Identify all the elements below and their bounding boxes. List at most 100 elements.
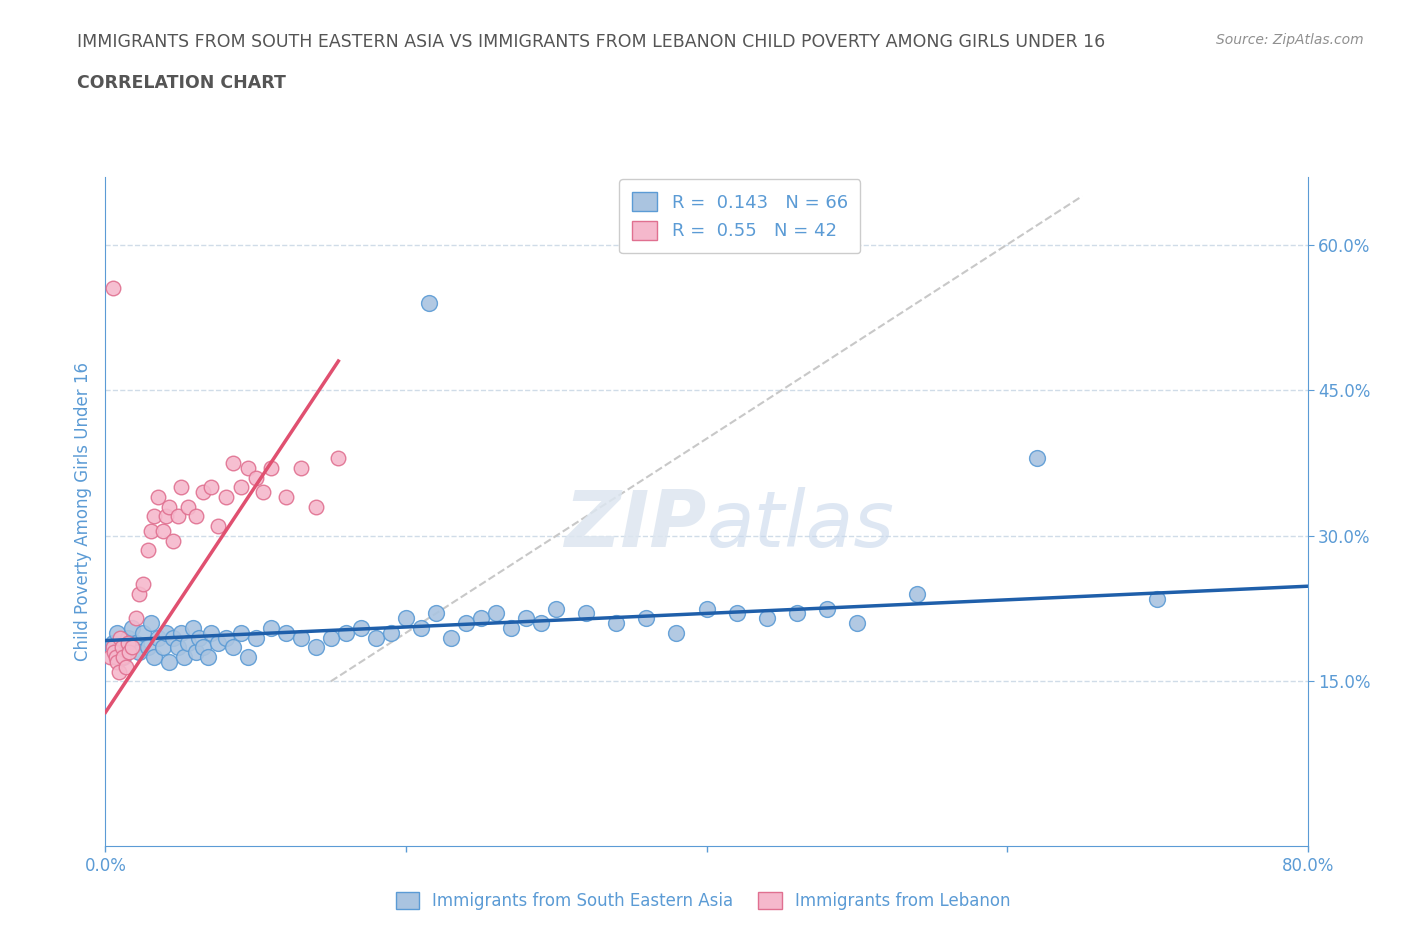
- Point: [181, 620, 204, 635]
- Point: [530, 616, 553, 631]
- Point: [440, 631, 463, 645]
- Point: [328, 451, 350, 466]
- Point: [136, 640, 159, 655]
- Point: [124, 611, 146, 626]
- Point: [1026, 451, 1049, 466]
- Point: [191, 640, 214, 655]
- Point: [152, 524, 174, 538]
- Point: [290, 631, 312, 645]
- Point: [319, 631, 342, 645]
- Point: [207, 635, 229, 650]
- Point: [132, 577, 155, 591]
- Point: [184, 509, 207, 524]
- Point: [409, 620, 432, 635]
- Legend: Immigrants from South Eastern Asia, Immigrants from Lebanon: Immigrants from South Eastern Asia, Immi…: [389, 885, 1017, 917]
- Point: [152, 640, 174, 655]
- Point: [101, 281, 124, 296]
- Point: [245, 470, 267, 485]
- Point: [238, 460, 260, 475]
- Point: [335, 625, 357, 640]
- Point: [222, 456, 245, 471]
- Point: [184, 644, 207, 659]
- Point: [146, 489, 169, 504]
- Point: [128, 644, 150, 659]
- Point: [454, 616, 477, 631]
- Point: [101, 635, 124, 650]
- Point: [395, 611, 418, 626]
- Point: [425, 606, 447, 621]
- Point: [124, 635, 146, 650]
- Point: [546, 601, 568, 616]
- Point: [111, 640, 134, 655]
- Point: [104, 650, 127, 665]
- Point: [98, 650, 121, 665]
- Point: [197, 650, 219, 665]
- Point: [274, 489, 297, 504]
- Point: [229, 625, 252, 640]
- Text: Source: ZipAtlas.com: Source: ZipAtlas.com: [1216, 33, 1364, 46]
- Point: [110, 640, 132, 655]
- Point: [118, 644, 141, 659]
- Point: [260, 620, 283, 635]
- Point: [305, 640, 328, 655]
- Point: [815, 601, 838, 616]
- Point: [177, 499, 200, 514]
- Point: [229, 480, 252, 495]
- Point: [214, 489, 236, 504]
- Point: [755, 611, 778, 626]
- Point: [905, 587, 928, 602]
- Point: [222, 640, 245, 655]
- Text: IMMIGRANTS FROM SOUTH EASTERN ASIA VS IMMIGRANTS FROM LEBANON CHILD POVERTY AMON: IMMIGRANTS FROM SOUTH EASTERN ASIA VS IM…: [77, 33, 1105, 50]
- Point: [191, 485, 214, 499]
- Point: [169, 625, 191, 640]
- Point: [350, 620, 373, 635]
- Point: [162, 533, 184, 548]
- Point: [136, 543, 159, 558]
- Point: [146, 631, 169, 645]
- Point: [187, 631, 209, 645]
- Point: [636, 611, 658, 626]
- Point: [112, 650, 135, 665]
- Point: [121, 640, 143, 655]
- Point: [605, 616, 627, 631]
- Point: [121, 620, 143, 635]
- Point: [1146, 591, 1168, 606]
- Point: [245, 631, 267, 645]
- Point: [108, 664, 131, 679]
- Point: [155, 509, 177, 524]
- Point: [169, 480, 191, 495]
- Legend: R =  0.143   N = 66, R =  0.55   N = 42: R = 0.143 N = 66, R = 0.55 N = 42: [620, 179, 860, 253]
- Point: [238, 650, 260, 665]
- Point: [103, 644, 125, 659]
- Text: atlas: atlas: [707, 487, 894, 563]
- Point: [142, 650, 165, 665]
- Point: [274, 625, 297, 640]
- Point: [132, 625, 155, 640]
- Point: [117, 635, 139, 650]
- Point: [101, 640, 124, 655]
- Point: [157, 655, 180, 670]
- Point: [139, 524, 162, 538]
- Point: [110, 631, 132, 645]
- Point: [665, 625, 688, 640]
- Point: [107, 625, 129, 640]
- Point: [107, 655, 129, 670]
- Point: [252, 485, 274, 499]
- Point: [696, 601, 718, 616]
- Point: [290, 460, 312, 475]
- Point: [166, 640, 188, 655]
- Text: CORRELATION CHART: CORRELATION CHART: [77, 74, 287, 92]
- Point: [845, 616, 868, 631]
- Point: [200, 480, 222, 495]
- Point: [207, 519, 229, 534]
- Point: [380, 625, 402, 640]
- Text: ZIP: ZIP: [564, 487, 707, 563]
- Point: [162, 631, 184, 645]
- Point: [501, 620, 523, 635]
- Point: [177, 635, 200, 650]
- Point: [117, 631, 139, 645]
- Point: [142, 509, 165, 524]
- Point: [515, 611, 537, 626]
- Point: [260, 460, 283, 475]
- Point: [115, 659, 138, 674]
